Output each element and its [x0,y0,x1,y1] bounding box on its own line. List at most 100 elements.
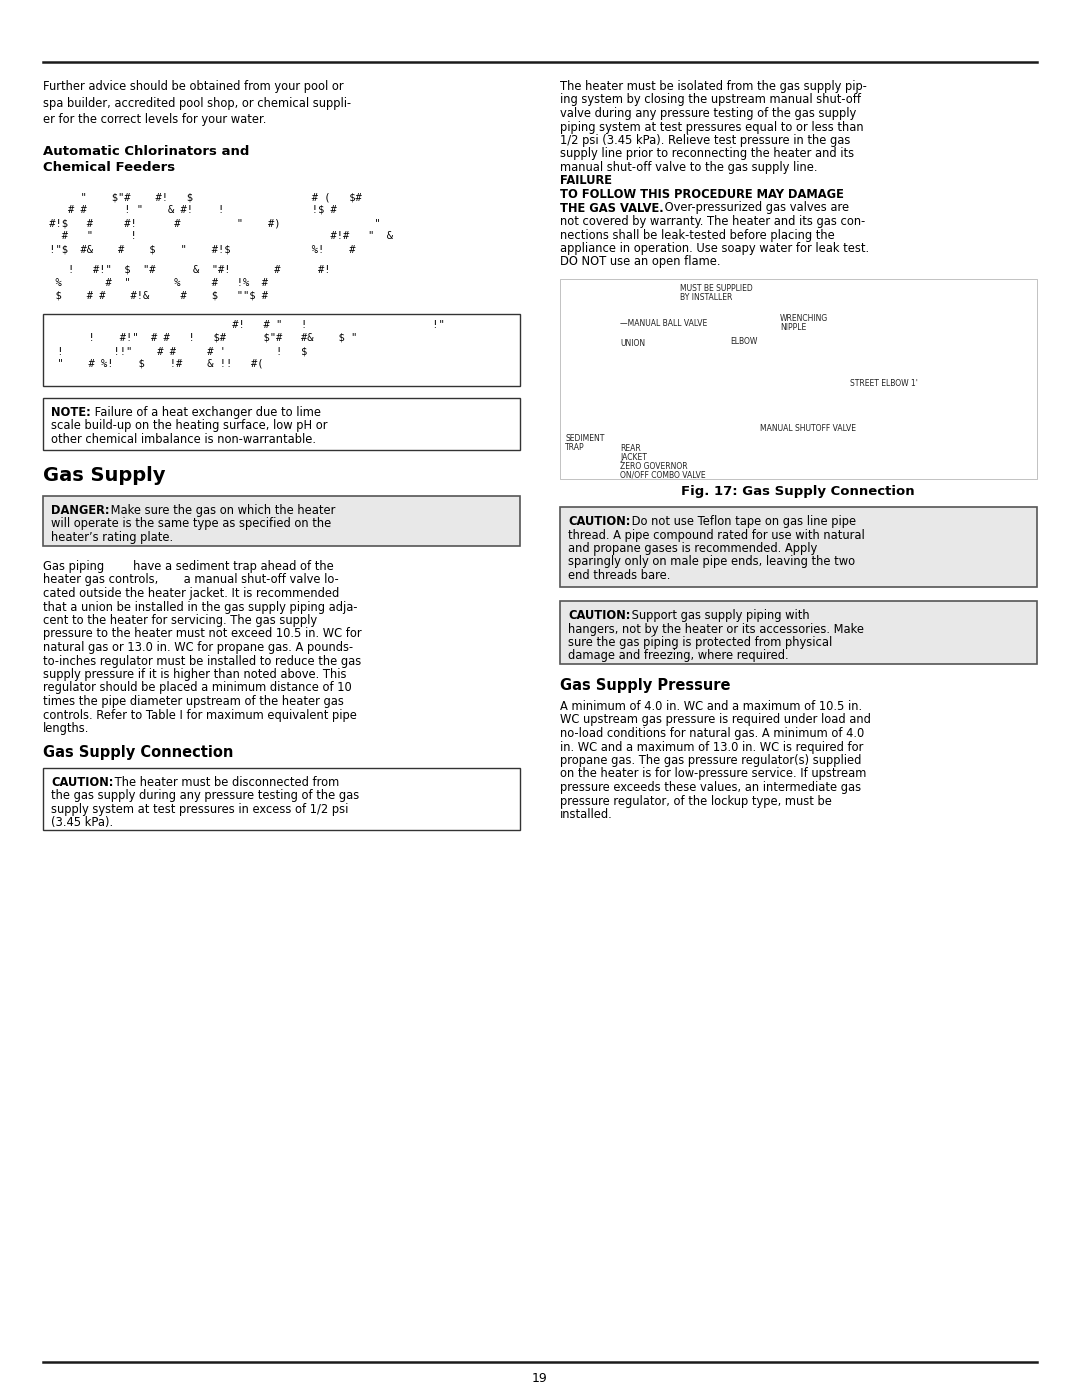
Text: !        !!"    # #     # '        !   $: ! !!" # # # ' ! $ [51,346,307,356]
Text: ON/OFF COMBO VALVE: ON/OFF COMBO VALVE [620,471,705,481]
Text: controls. Refer to Table I for maximum equivalent pipe: controls. Refer to Table I for maximum e… [43,708,356,721]
Text: 1/2 psi (3.45 kPa). Relieve test pressure in the gas: 1/2 psi (3.45 kPa). Relieve test pressur… [561,134,850,147]
Text: that a union be installed in the gas supply piping adja-: that a union be installed in the gas sup… [43,601,357,613]
Text: 19: 19 [532,1372,548,1384]
Bar [561,601,1037,664]
Text: The heater must be disconnected from: The heater must be disconnected from [111,775,339,788]
Text: Over-pressurized gas valves are: Over-pressurized gas valves are [661,201,849,215]
Text: FAILURE: FAILURE [561,175,612,187]
Text: sure the gas piping is protected from physical: sure the gas piping is protected from ph… [568,636,833,650]
Text: appliance in operation. Use soapy water for leak test.: appliance in operation. Use soapy water … [561,242,869,256]
Text: supply line prior to reconnecting the heater and its: supply line prior to reconnecting the he… [561,148,854,161]
Text: heater’s rating plate.: heater’s rating plate. [51,531,173,543]
Text: CAUTION:: CAUTION: [568,515,631,528]
Text: not covered by warranty. The heater and its gas con-: not covered by warranty. The heater and … [561,215,865,228]
Text: in. WC and a maximum of 13.0 in. WC is required for: in. WC and a maximum of 13.0 in. WC is r… [561,740,863,753]
Text: JACKET: JACKET [620,453,647,462]
Text: TRAP: TRAP [565,443,584,453]
Text: Automatic Chlorinators and
Chemical Feeders: Automatic Chlorinators and Chemical Feed… [43,145,249,175]
Text: "    # %!    $    !#    & !!   #(: " # %! $ !# & !! #( [51,359,264,369]
Text: sparingly only on male pipe ends, leaving the two: sparingly only on male pipe ends, leavin… [568,556,855,569]
Text: !    #!"  # #   !   $#      $"#   #&    $ ": ! #!" # # ! $# $"# #& $ " [51,332,357,344]
Text: DANGER:: DANGER: [51,504,109,517]
Text: UNION: UNION [620,339,645,348]
Text: TO FOLLOW THIS PROCEDURE MAY DAMAGE: TO FOLLOW THIS PROCEDURE MAY DAMAGE [561,189,843,201]
Text: manual shut-off valve to the gas supply line.: manual shut-off valve to the gas supply … [561,161,821,175]
Text: natural gas or 13.0 in. WC for propane gas. A pounds-: natural gas or 13.0 in. WC for propane g… [43,641,353,654]
Text: Failure of a heat exchanger due to lime: Failure of a heat exchanger due to lime [91,407,321,419]
Text: pressure exceeds these values, an intermediate gas: pressure exceeds these values, an interm… [561,781,861,793]
Text: the gas supply during any pressure testing of the gas: the gas supply during any pressure testi… [51,789,360,802]
Text: scale build-up on the heating surface, low pH or: scale build-up on the heating surface, l… [51,419,327,433]
Text: #!$   #     #!      #         "    #)               ": #!$ # #! # " #) " [43,218,380,228]
Text: !"$  #&    #    $    "    #!$             %!    #: !"$ #& # $ " #!$ %! # [43,244,355,254]
Text: %       #  "       %     #   !%  #: % # " % # !% # [43,278,268,288]
Text: on the heater is for low-pressure service. If upstream: on the heater is for low-pressure servic… [561,767,866,781]
Text: Further advice should be obtained from your pool or
spa builder, accredited pool: Further advice should be obtained from y… [43,80,351,126]
Text: (3.45 kPa).: (3.45 kPa). [51,816,113,828]
Text: MANUAL SHUTOFF VALVE: MANUAL SHUTOFF VALVE [760,425,856,433]
Text: Fig. 17: Gas Supply Connection: Fig. 17: Gas Supply Connection [681,485,915,497]
Text: THE GAS VALVE.: THE GAS VALVE. [561,201,663,215]
Text: CAUTION:: CAUTION: [568,609,631,622]
Text: propane gas. The gas pressure regulator(s) supplied: propane gas. The gas pressure regulator(… [561,754,862,767]
Text: —MANUAL BALL VALVE: —MANUAL BALL VALVE [620,319,707,328]
Text: nections shall be leak-tested before placing the: nections shall be leak-tested before pla… [561,229,835,242]
Text: hangers, not by the heater or its accessories. Make: hangers, not by the heater or its access… [568,623,864,636]
Text: Make sure the gas on which the heater: Make sure the gas on which the heater [107,504,336,517]
Bar [43,398,519,450]
Text: REAR: REAR [620,444,640,453]
Text: DO NOT use an open flame.: DO NOT use an open flame. [561,256,720,268]
Bar [561,279,1037,479]
Text: ing system by closing the upstream manual shut-off: ing system by closing the upstream manua… [561,94,861,106]
Text: cated outside the heater jacket. It is recommended: cated outside the heater jacket. It is r… [43,587,339,599]
Text: damage and freezing, where required.: damage and freezing, where required. [568,650,788,662]
Text: MUST BE SUPPLIED: MUST BE SUPPLIED [680,284,753,293]
Text: installed.: installed. [561,807,612,821]
Text: pressure to the heater must not exceed 10.5 in. WC for: pressure to the heater must not exceed 1… [43,627,362,640]
Text: Do not use Teflon tape on gas line pipe: Do not use Teflon tape on gas line pipe [627,515,856,528]
Text: #!   # "   !                    !": #! # " ! !" [51,320,445,330]
Text: Gas Supply: Gas Supply [43,467,165,485]
Text: BY INSTALLER: BY INSTALLER [680,293,732,302]
Text: regulator should be placed a minimum distance of 10: regulator should be placed a minimum dis… [43,682,352,694]
Text: STREET ELBOW 1': STREET ELBOW 1' [850,379,918,388]
Text: Gas piping        have a sediment trap ahead of the: Gas piping have a sediment trap ahead of… [43,560,334,573]
Bar [43,767,519,830]
Text: NIPPLE: NIPPLE [780,323,807,332]
Text: Gas Supply Connection: Gas Supply Connection [43,746,233,760]
Text: to-inches regulator must be installed to reduce the gas: to-inches regulator must be installed to… [43,655,361,668]
Text: supply pressure if it is higher than noted above. This: supply pressure if it is higher than not… [43,668,347,680]
Text: times the pipe diameter upstream of the heater gas: times the pipe diameter upstream of the … [43,694,343,708]
Text: lengths.: lengths. [43,722,90,735]
Text: Support gas supply piping with: Support gas supply piping with [627,609,810,622]
Text: valve during any pressure testing of the gas supply: valve during any pressure testing of the… [561,108,856,120]
Text: piping system at test pressures equal to or less than: piping system at test pressures equal to… [561,120,864,134]
Text: end threads bare.: end threads bare. [568,569,671,583]
Bar [43,314,519,386]
Text: # #      ! "    & #!    !              !$ #: # # ! " & #! ! !$ # [43,205,337,215]
Text: and propane gases is recommended. Apply: and propane gases is recommended. Apply [568,542,818,555]
Text: supply system at test pressures in excess of 1/2 psi: supply system at test pressures in exces… [51,802,349,816]
Text: heater gas controls,       a manual shut-off valve lo-: heater gas controls, a manual shut-off v… [43,574,339,587]
Text: $    # #    #!&     #    $   ""$ #: $ # # #!& # $ ""$ # [43,291,268,300]
Bar [561,507,1037,587]
Text: !   #!"  $  "#      &  "#!       #      #!: ! #!" $ "# & "#! # #! [43,265,330,275]
Text: A minimum of 4.0 in. WC and a maximum of 10.5 in.: A minimum of 4.0 in. WC and a maximum of… [561,700,862,712]
Text: will operate is the same type as specified on the: will operate is the same type as specifi… [51,517,332,531]
Text: WC upstream gas pressure is required under load and: WC upstream gas pressure is required und… [561,714,870,726]
Text: ZERO GOVERNOR: ZERO GOVERNOR [620,462,688,471]
Text: Gas Supply Pressure: Gas Supply Pressure [561,678,730,693]
Text: "    $"#    #!   $                   # (   $#: " $"# #! $ # ( $# [43,191,362,203]
Text: NOTE:: NOTE: [51,407,91,419]
Text: CAUTION:: CAUTION: [51,775,113,788]
Text: SEDIMENT: SEDIMENT [565,434,605,443]
Text: no-load conditions for natural gas. A minimum of 4.0: no-load conditions for natural gas. A mi… [561,726,864,740]
Text: WRENCHING: WRENCHING [780,314,828,323]
Text: pressure regulator, of the lockup type, must be: pressure regulator, of the lockup type, … [561,795,832,807]
Text: ELBOW: ELBOW [730,337,757,346]
Bar [43,496,519,546]
Text: cent to the heater for servicing. The gas supply: cent to the heater for servicing. The ga… [43,615,318,627]
Text: #   "      !                               #!#   "  &: # " ! #!# " & [43,231,393,242]
Text: thread. A pipe compound rated for use with natural: thread. A pipe compound rated for use wi… [568,528,865,542]
